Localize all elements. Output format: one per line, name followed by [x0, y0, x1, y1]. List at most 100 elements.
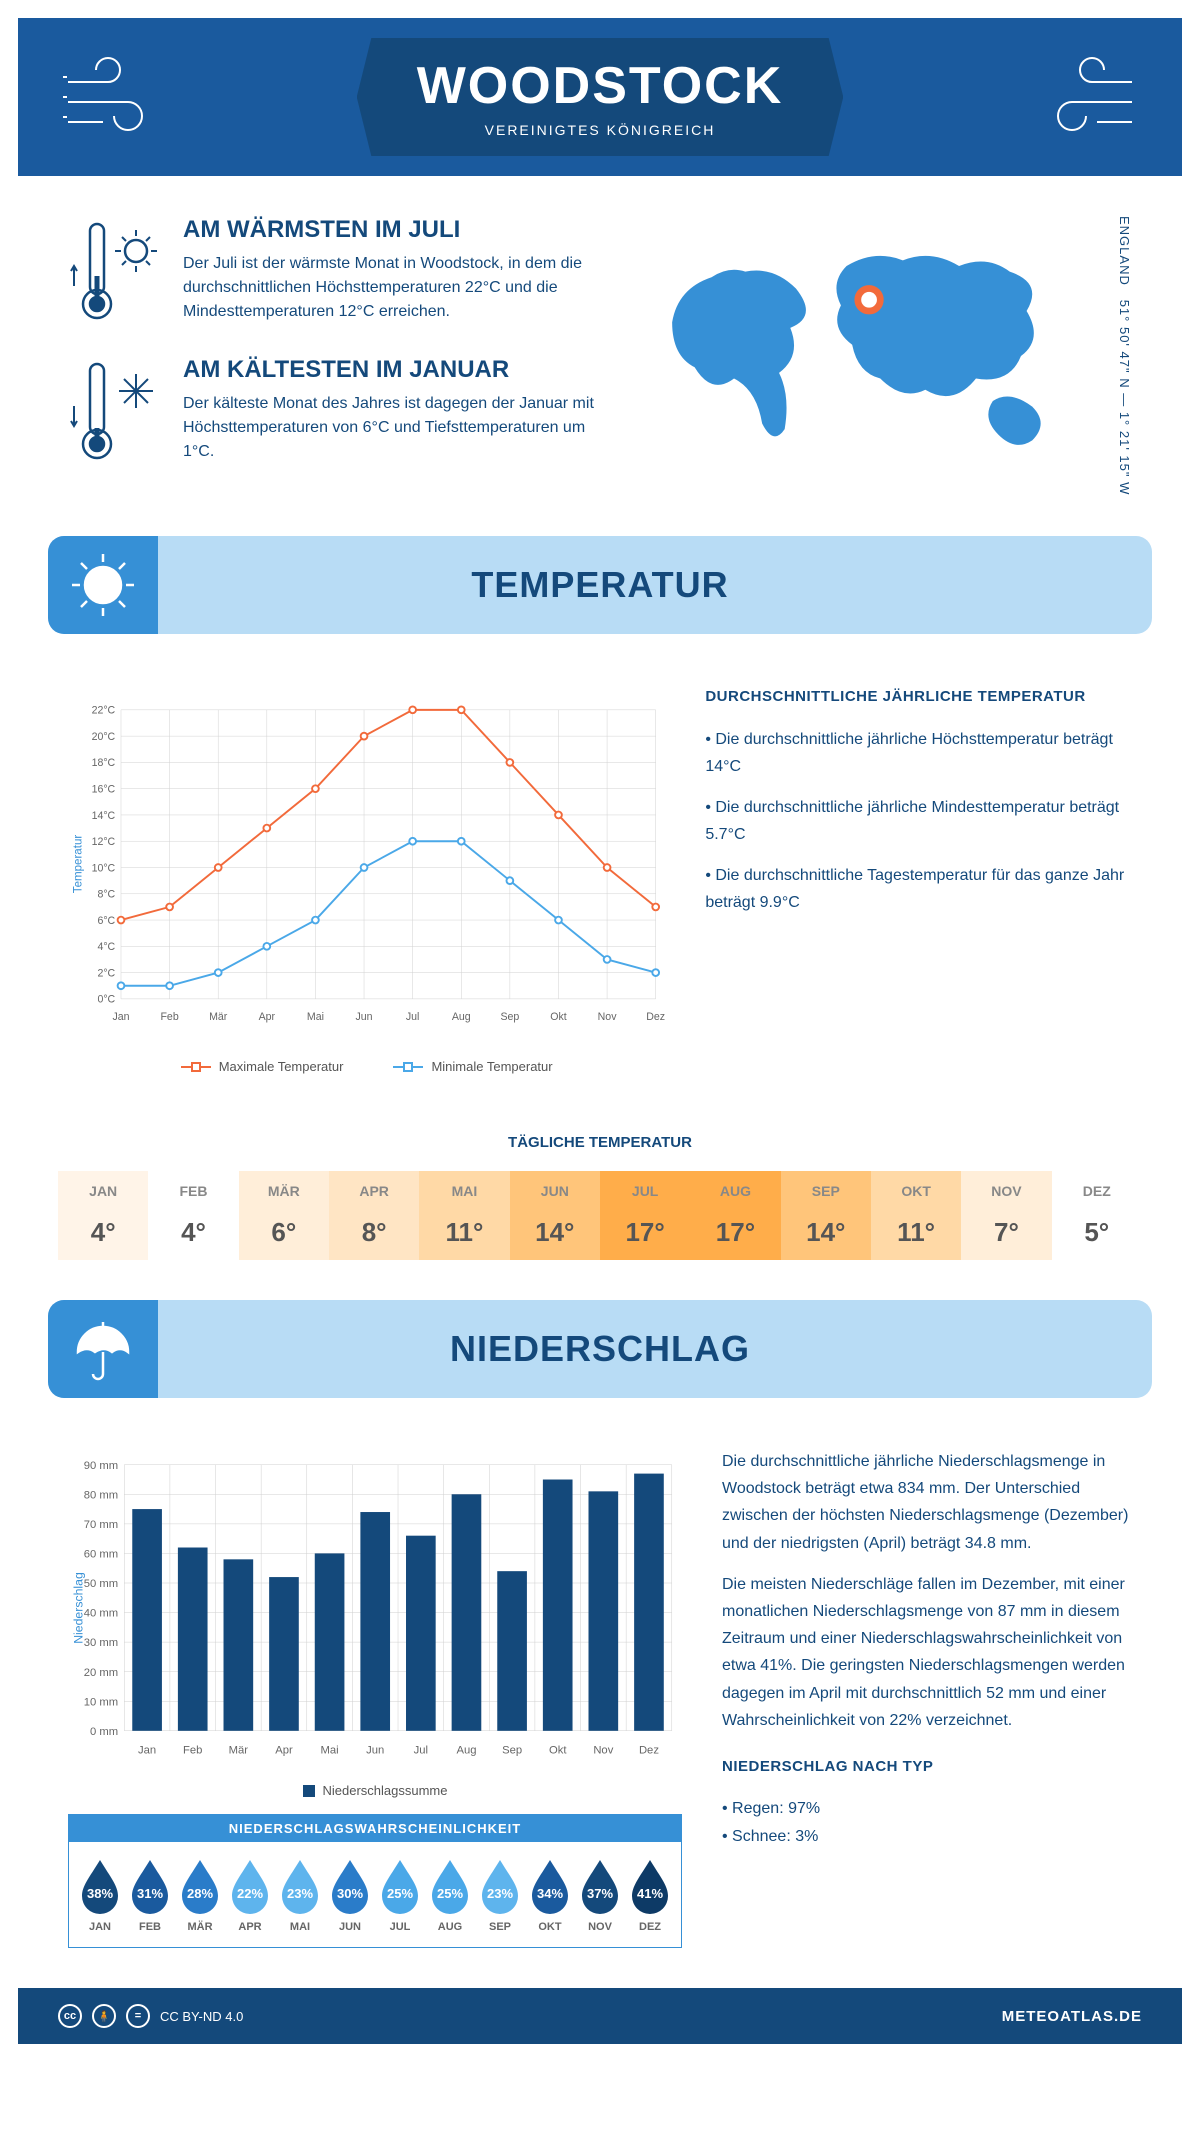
- svg-text:Jan: Jan: [112, 1011, 129, 1023]
- warmest-text: Der Juli ist der wärmste Monat in Woodst…: [183, 252, 604, 324]
- country-subtitle: VEREINIGTES KÖNIGREICH: [417, 122, 784, 138]
- site-name: METEOATLAS.DE: [1002, 2008, 1142, 2025]
- by-icon: 🧍: [92, 2004, 116, 2028]
- svg-text:22%: 22%: [237, 1886, 263, 1901]
- daily-temp-cell: JUL17°: [600, 1171, 690, 1260]
- svg-text:30 mm: 30 mm: [84, 1637, 118, 1649]
- svg-text:Nov: Nov: [598, 1011, 618, 1023]
- svg-text:Nov: Nov: [593, 1744, 613, 1756]
- sun-badge-icon: [48, 536, 158, 634]
- legend-max-temp: .legend-line[style*='f26a3b']::after{bor…: [181, 1059, 344, 1074]
- precip-prob-drop: 23%SEP: [477, 1856, 523, 1933]
- svg-text:38%: 38%: [87, 1886, 113, 1901]
- precip-title: NIEDERSCHLAG: [48, 1328, 1152, 1370]
- svg-text:80 mm: 80 mm: [84, 1489, 118, 1501]
- svg-text:31%: 31%: [137, 1886, 163, 1901]
- daily-temp-cell: NOV7°: [961, 1171, 1051, 1260]
- temperature-title: TEMPERATUR: [48, 564, 1152, 606]
- wind-icon-left: [58, 52, 178, 142]
- svg-text:18°C: 18°C: [92, 757, 116, 769]
- title-banner: WOODSTOCK VEREINIGTES KÖNIGREICH: [357, 38, 844, 156]
- svg-text:40 mm: 40 mm: [84, 1608, 118, 1620]
- svg-text:28%: 28%: [187, 1886, 213, 1901]
- svg-text:0 mm: 0 mm: [90, 1726, 118, 1738]
- svg-text:Sep: Sep: [502, 1744, 522, 1756]
- daily-temp-cell: MÄR6°: [239, 1171, 329, 1260]
- thermometer-hot-icon: [68, 216, 163, 326]
- precip-prob-drop: 37%NOV: [577, 1856, 623, 1933]
- precip-summary: Die durchschnittliche jährliche Niedersc…: [722, 1448, 1132, 1948]
- coldest-title: AM KÄLTESTEN IM JANUAR: [183, 356, 604, 384]
- svg-text:22°C: 22°C: [92, 705, 116, 717]
- svg-text:16°C: 16°C: [92, 784, 116, 796]
- coldest-block: AM KÄLTESTEN IM JANUAR Der kälteste Mona…: [68, 356, 604, 466]
- precip-probability-box: NIEDERSCHLAGSWAHRSCHEINLICHKEIT 38%JAN31…: [68, 1814, 682, 1948]
- daily-temp-heading: TÄGLICHE TEMPERATUR: [18, 1134, 1182, 1151]
- precip-prob-drop: 22%APR: [227, 1856, 273, 1933]
- legend-min-temp: .legend-line[style*='4aa8e8']::after{bor…: [393, 1059, 552, 1074]
- world-map-icon: [644, 221, 1117, 491]
- svg-text:41%: 41%: [637, 1886, 663, 1901]
- daily-temp-strip: JAN4°FEB4°MÄR6°APR8°MAI11°JUN14°JUL17°AU…: [58, 1171, 1142, 1260]
- svg-text:Aug: Aug: [452, 1011, 471, 1023]
- umbrella-badge-icon: [48, 1300, 158, 1398]
- svg-text:Mär: Mär: [209, 1011, 228, 1023]
- svg-text:Jun: Jun: [356, 1011, 373, 1023]
- legend-precip-sum: Niederschlagssumme: [303, 1783, 448, 1798]
- daily-temp-cell: JUN14°: [510, 1171, 600, 1260]
- svg-text:Okt: Okt: [550, 1011, 567, 1023]
- precip-prob-drop: 25%AUG: [427, 1856, 473, 1933]
- svg-text:0°C: 0°C: [97, 994, 115, 1006]
- svg-text:8°C: 8°C: [97, 889, 115, 901]
- svg-text:Aug: Aug: [456, 1744, 476, 1756]
- svg-text:70 mm: 70 mm: [84, 1519, 118, 1531]
- temperature-summary: DURCHSCHNITTLICHE JÄHRLICHE TEMPERATUR •…: [705, 684, 1132, 1074]
- precip-prob-drop: 30%JUN: [327, 1856, 373, 1933]
- svg-text:14°C: 14°C: [92, 810, 116, 822]
- svg-text:Okt: Okt: [549, 1744, 567, 1756]
- city-title: WOODSTOCK: [417, 56, 784, 116]
- svg-text:10 mm: 10 mm: [84, 1696, 118, 1708]
- svg-text:25%: 25%: [437, 1886, 463, 1901]
- warmest-block: AM WÄRMSTEN IM JULI Der Juli ist der wär…: [68, 216, 604, 326]
- precip-bar-chart: 0 mm10 mm20 mm30 mm40 mm50 mm60 mm70 mm8…: [68, 1448, 682, 1768]
- svg-text:Sep: Sep: [500, 1011, 519, 1023]
- wind-icon-right: [1022, 52, 1142, 142]
- nd-icon: =: [126, 2004, 150, 2028]
- temperature-chart: 0°C2°C4°C6°C8°C10°C12°C14°C16°C18°C20°C2…: [68, 684, 665, 1074]
- precip-prob-drop: 28%MÄR: [177, 1856, 223, 1933]
- svg-text:Jul: Jul: [414, 1744, 428, 1756]
- svg-text:Mär: Mär: [229, 1744, 249, 1756]
- license-text: CC BY-ND 4.0: [160, 2009, 243, 2024]
- precip-prob-drop: 38%JAN: [77, 1856, 123, 1933]
- svg-text:37%: 37%: [587, 1886, 613, 1901]
- intro-section: AM WÄRMSTEN IM JULI Der Juli ist der wär…: [18, 176, 1182, 516]
- svg-text:Jul: Jul: [406, 1011, 420, 1023]
- svg-text:Niederschlag: Niederschlag: [71, 1572, 85, 1644]
- footer: cc 🧍 = CC BY-ND 4.0 METEOATLAS.DE: [18, 1988, 1182, 2044]
- svg-text:Feb: Feb: [160, 1011, 178, 1023]
- svg-text:2°C: 2°C: [97, 967, 115, 979]
- svg-text:Feb: Feb: [183, 1744, 202, 1756]
- warmest-title: AM WÄRMSTEN IM JULI: [183, 216, 604, 244]
- svg-text:20°C: 20°C: [92, 731, 116, 743]
- svg-text:Temperatur: Temperatur: [72, 835, 84, 894]
- precip-prob-drop: 34%OKT: [527, 1856, 573, 1933]
- daily-temp-cell: OKT11°: [871, 1171, 961, 1260]
- daily-temp-cell: DEZ5°: [1052, 1171, 1142, 1260]
- cc-icon: cc: [58, 2004, 82, 2028]
- svg-text:Jun: Jun: [366, 1744, 384, 1756]
- precip-prob-drop: 25%JUL: [377, 1856, 423, 1933]
- coldest-text: Der kälteste Monat des Jahres ist dagege…: [183, 392, 604, 464]
- svg-text:Dez: Dez: [646, 1011, 665, 1023]
- daily-temp-cell: APR8°: [329, 1171, 419, 1260]
- svg-text:Apr: Apr: [275, 1744, 293, 1756]
- svg-text:25%: 25%: [387, 1886, 413, 1901]
- coordinates: ENGLAND 51° 50' 47" N — 1° 21' 15" W: [1117, 216, 1132, 495]
- svg-text:30%: 30%: [337, 1886, 363, 1901]
- svg-text:Apr: Apr: [259, 1011, 276, 1023]
- svg-text:Mai: Mai: [321, 1744, 339, 1756]
- precip-prob-drop: 41%DEZ: [627, 1856, 673, 1933]
- svg-text:12°C: 12°C: [92, 836, 116, 848]
- svg-text:23%: 23%: [287, 1886, 313, 1901]
